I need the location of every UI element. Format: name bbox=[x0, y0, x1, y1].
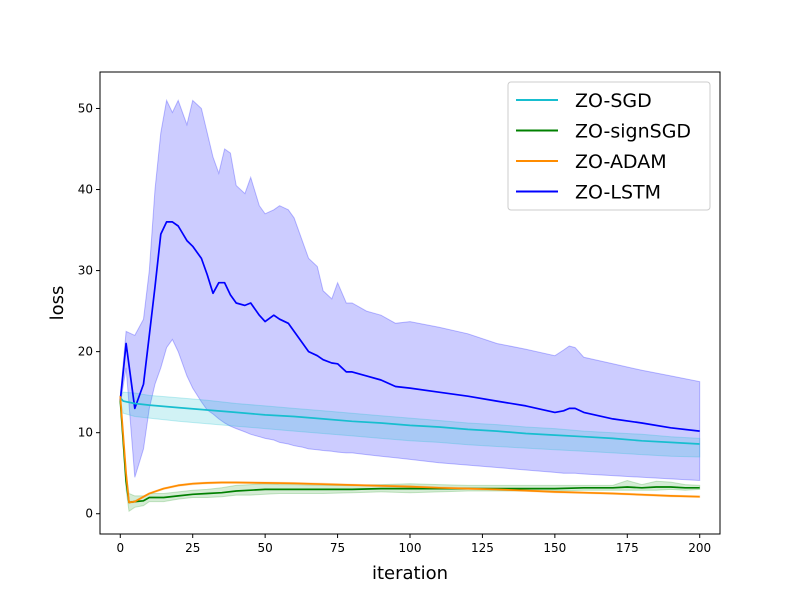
x-axis-label: iteration bbox=[372, 563, 448, 584]
legend: ZO-SGD ZO-signSGD ZO-ADAM ZO-LSTM bbox=[507, 81, 711, 211]
x-tick-label: 150 bbox=[543, 541, 566, 555]
x-tick-label: 0 bbox=[116, 541, 124, 555]
x-tick-label: 100 bbox=[399, 541, 422, 555]
zo-signsgd-legend-label: ZO-signSGD bbox=[575, 121, 691, 143]
y-axis-label: loss bbox=[47, 286, 68, 321]
y-tick-label: 40 bbox=[78, 183, 93, 197]
zo-lstm-legend-label: ZO-LSTM bbox=[575, 182, 661, 204]
zo-adam-line bbox=[119, 396, 700, 504]
x-tick-label: 125 bbox=[471, 541, 494, 555]
zo-lstm-band bbox=[119, 98, 701, 482]
y-axis-ticks: 0 10 20 30 40 50 bbox=[78, 101, 100, 521]
x-axis-ticks: 0 25 50 75 100 125 150 175 200 bbox=[116, 534, 711, 555]
zo-signsgd-line bbox=[119, 400, 700, 504]
series-lines bbox=[119, 221, 700, 504]
x-tick-label: 75 bbox=[330, 541, 345, 555]
x-tick-label: 175 bbox=[616, 541, 639, 555]
x-tick-label: 200 bbox=[688, 541, 711, 555]
y-tick-label: 30 bbox=[78, 264, 93, 278]
zo-sgd-legend-label: ZO-SGD bbox=[575, 90, 652, 112]
x-tick-label: 50 bbox=[257, 541, 272, 555]
legend-box bbox=[507, 81, 711, 211]
y-tick-label: 50 bbox=[78, 101, 93, 115]
zo-lstm-line bbox=[119, 221, 700, 432]
x-tick-label: 25 bbox=[185, 541, 200, 555]
y-tick-label: 0 bbox=[85, 507, 93, 521]
zo-adam-legend-label: ZO-ADAM bbox=[575, 151, 667, 173]
zo-sgd-line bbox=[119, 397, 700, 445]
y-tick-label: 20 bbox=[78, 345, 93, 359]
y-tick-label: 10 bbox=[78, 426, 93, 440]
